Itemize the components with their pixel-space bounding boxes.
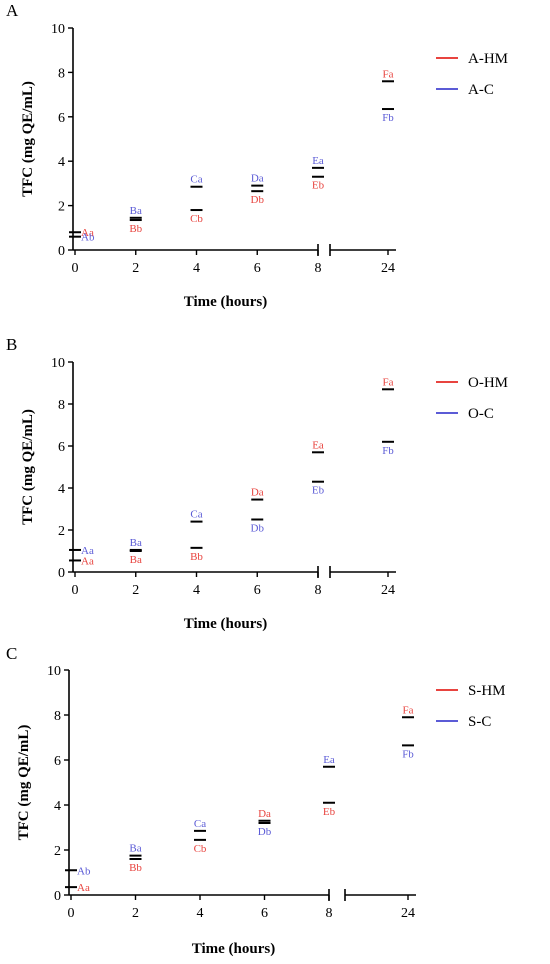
x-tick-label: 8 — [326, 906, 333, 921]
data-label: Ba — [129, 843, 141, 855]
data-label: Ab — [81, 232, 95, 244]
x-tick-label: 0 — [72, 583, 79, 598]
y-tick-label: 0 — [58, 566, 65, 581]
x-tick-label: 24 — [381, 583, 395, 598]
x-axis-title: Time (hours) — [184, 616, 267, 632]
x-tick-label: 6 — [254, 261, 261, 276]
x-tick-label: 4 — [193, 261, 200, 276]
y-tick-label: 8 — [58, 66, 65, 81]
data-label: Db — [251, 523, 265, 535]
data-label: Eb — [312, 485, 325, 497]
y-tick-label: 6 — [58, 440, 65, 455]
data-label: Bb — [129, 223, 142, 235]
data-label: Aa — [81, 227, 94, 239]
data-label: Ca — [194, 818, 206, 830]
data-label: Fb — [402, 748, 414, 760]
data-label: Fb — [382, 445, 394, 457]
x-tick-label: 6 — [254, 583, 261, 598]
y-tick-label: 10 — [51, 22, 65, 37]
data-label: Ca — [190, 509, 202, 521]
x-tick-label: 4 — [193, 583, 200, 598]
data-label: Aa — [81, 545, 94, 557]
y-tick-label: 0 — [58, 244, 65, 259]
data-label: Fb — [382, 112, 394, 124]
y-tick-label: 4 — [54, 799, 61, 814]
data-label: Cb — [190, 213, 203, 225]
y-axis-title: TFC (mg QE/mL) — [20, 409, 36, 525]
legend-entry: O-HM — [468, 375, 508, 391]
y-tick-label: 4 — [58, 482, 65, 497]
y-tick-label: 6 — [54, 754, 61, 769]
x-tick-label: 24 — [381, 261, 395, 276]
panel-letter: C — [6, 644, 17, 663]
data-label: Db — [251, 194, 265, 206]
x-tick-label: 2 — [132, 906, 139, 921]
panel-letter: A — [6, 1, 19, 20]
y-tick-label: 10 — [47, 664, 61, 679]
data-label: Ea — [312, 439, 324, 451]
x-tick-label: 24 — [401, 906, 415, 921]
data-label: Ea — [323, 754, 335, 766]
data-label: Ab — [77, 865, 91, 877]
y-tick-label: 2 — [58, 200, 65, 215]
legend-entry: A-HM — [468, 51, 508, 67]
x-tick-label: 0 — [68, 906, 75, 921]
data-label: Da — [251, 173, 264, 185]
legend-entry: S-C — [468, 714, 491, 730]
x-tick-label: 2 — [132, 261, 139, 276]
data-label: Fa — [383, 376, 394, 388]
y-tick-label: 2 — [58, 524, 65, 539]
data-label: Aa — [81, 555, 94, 567]
y-axis-title: TFC (mg QE/mL) — [16, 725, 32, 841]
legend-entry: O-C — [468, 406, 494, 422]
legend-entry: S-HM — [468, 683, 506, 699]
data-label: Fa — [403, 704, 414, 716]
y-tick-label: 6 — [58, 111, 65, 126]
y-tick-label: 8 — [58, 398, 65, 413]
x-tick-label: 6 — [261, 906, 268, 921]
data-label: Ba — [130, 205, 142, 217]
x-tick-label: 8 — [315, 583, 322, 598]
data-label: Bb — [129, 862, 142, 874]
data-label: Eb — [312, 180, 325, 192]
y-axis-title: TFC (mg QE/mL) — [20, 81, 36, 197]
data-label: Ca — [190, 174, 202, 186]
legend-entry: A-C — [468, 82, 494, 98]
x-axis-title: Time (hours) — [184, 294, 267, 310]
data-label: Da — [258, 808, 271, 820]
data-label: Ea — [312, 155, 324, 167]
data-label: Da — [251, 487, 264, 499]
data-label: Ba — [130, 554, 142, 566]
data-label: Db — [258, 826, 272, 838]
data-label: Cb — [194, 843, 207, 855]
x-axis-title: Time (hours) — [192, 941, 275, 957]
data-label: Bb — [190, 551, 203, 563]
data-label: Eb — [323, 806, 336, 818]
x-tick-label: 2 — [132, 583, 139, 598]
y-tick-label: 0 — [54, 889, 61, 904]
data-label: Fa — [383, 68, 394, 80]
x-tick-label: 0 — [72, 261, 79, 276]
data-label: Ba — [130, 537, 142, 549]
x-tick-label: 8 — [315, 261, 322, 276]
panel-letter: B — [6, 335, 17, 354]
y-tick-label: 8 — [54, 709, 61, 724]
y-tick-label: 4 — [58, 155, 65, 170]
x-tick-label: 4 — [197, 906, 204, 921]
data-label: Aa — [77, 882, 90, 894]
y-tick-label: 2 — [54, 844, 61, 859]
y-tick-label: 10 — [51, 356, 65, 371]
